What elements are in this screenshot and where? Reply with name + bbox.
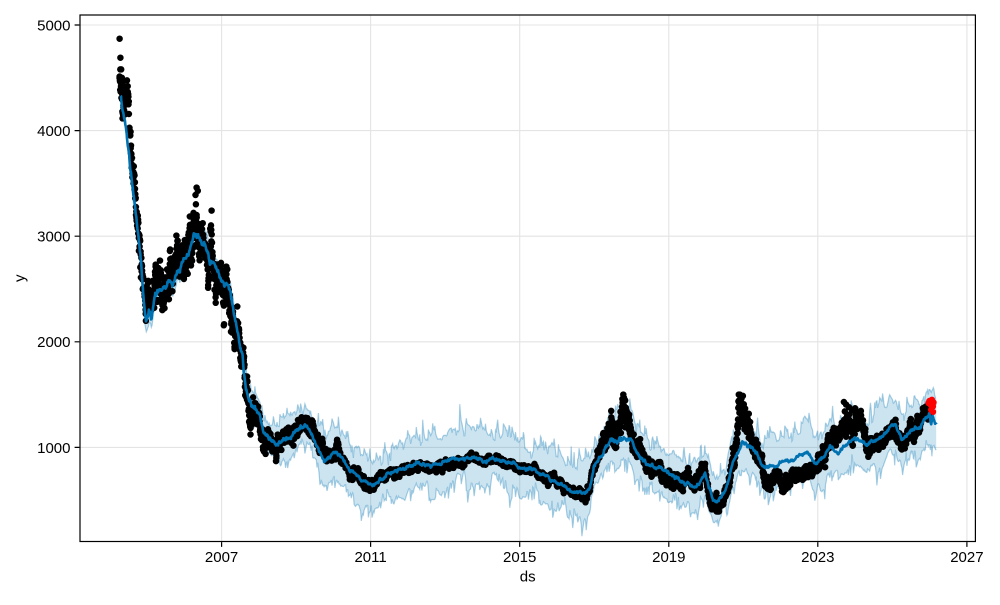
svg-text:2000: 2000 (37, 334, 70, 351)
svg-text:2015: 2015 (503, 549, 536, 566)
svg-text:ds: ds (520, 569, 536, 586)
svg-text:5000: 5000 (37, 17, 70, 34)
svg-text:2019: 2019 (652, 549, 685, 566)
svg-text:1000: 1000 (37, 440, 70, 457)
svg-text:2007: 2007 (205, 549, 238, 566)
svg-text:2023: 2023 (801, 549, 834, 566)
svg-text:2027: 2027 (950, 549, 983, 566)
svg-text:y: y (12, 274, 29, 282)
svg-text:2011: 2011 (354, 549, 386, 566)
svg-text:3000: 3000 (37, 229, 70, 246)
svg-text:4000: 4000 (37, 123, 70, 140)
